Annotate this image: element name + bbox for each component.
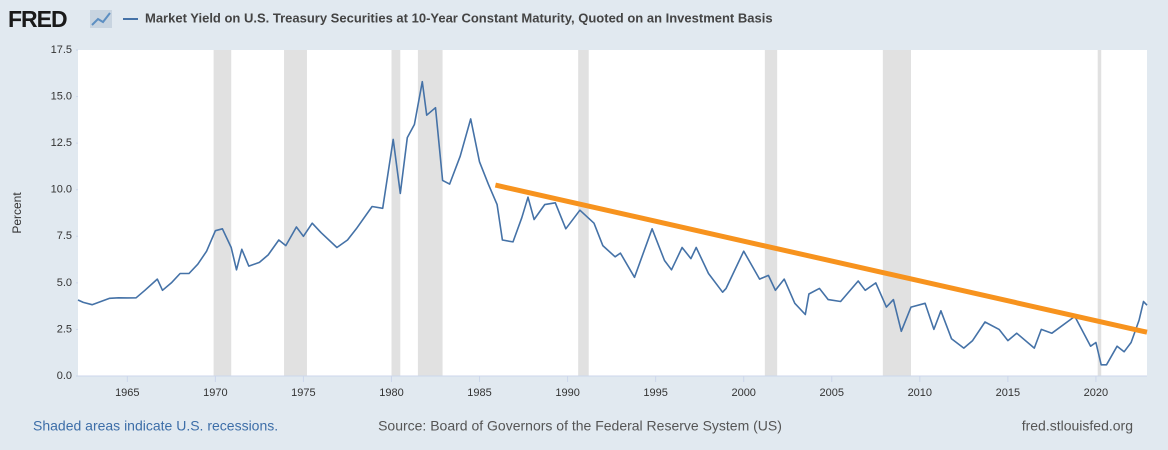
- x-tick-label: 1970: [203, 387, 227, 399]
- x-tick-label: 1965: [115, 387, 139, 399]
- recession-band: [417, 50, 443, 376]
- legend-label: Market Yield on U.S. Treasury Securities…: [145, 10, 773, 25]
- recession-band: [882, 50, 912, 376]
- recession-band: [1097, 50, 1102, 376]
- x-tick-label: 2020: [1084, 387, 1108, 399]
- source: Source: Board of Governors of the Federa…: [378, 418, 782, 434]
- x-tick-label: 2005: [820, 387, 844, 399]
- y-tick-label: 17.5: [51, 44, 72, 56]
- recession-band: [391, 50, 401, 376]
- site[interactable]: fred.stlouisfed.org: [1022, 418, 1133, 434]
- recession-band: [284, 50, 307, 376]
- y-axis-label: Percent: [10, 192, 24, 234]
- y-tick-label: 15.0: [51, 90, 72, 102]
- y-tick-label: 2.5: [57, 323, 72, 335]
- x-tick-label: 1975: [291, 387, 315, 399]
- x-tick-label: 1985: [467, 387, 491, 399]
- logo: FRED: [8, 6, 67, 32]
- x-tick-label: 2010: [908, 387, 932, 399]
- recession-band: [213, 50, 232, 376]
- y-tick-label: 5.0: [57, 277, 72, 289]
- x-tick-label: 2015: [996, 387, 1020, 399]
- x-tick-label: 2000: [731, 387, 755, 399]
- y-tick-label: 10.0: [51, 184, 72, 196]
- x-tick-label: 1980: [379, 387, 403, 399]
- y-tick-label: 0.0: [57, 370, 72, 382]
- x-tick-label: 1990: [555, 387, 579, 399]
- data-line: [77, 80, 1148, 366]
- trend-line: [494, 182, 1148, 335]
- x-tick-label: 1995: [643, 387, 667, 399]
- footnote[interactable]: Shaded areas indicate U.S. recessions.: [33, 418, 278, 434]
- logo-icon: [90, 10, 112, 28]
- y-tick-label: 7.5: [57, 230, 72, 242]
- recession-band: [764, 50, 778, 376]
- y-tick-label: 12.5: [51, 137, 72, 149]
